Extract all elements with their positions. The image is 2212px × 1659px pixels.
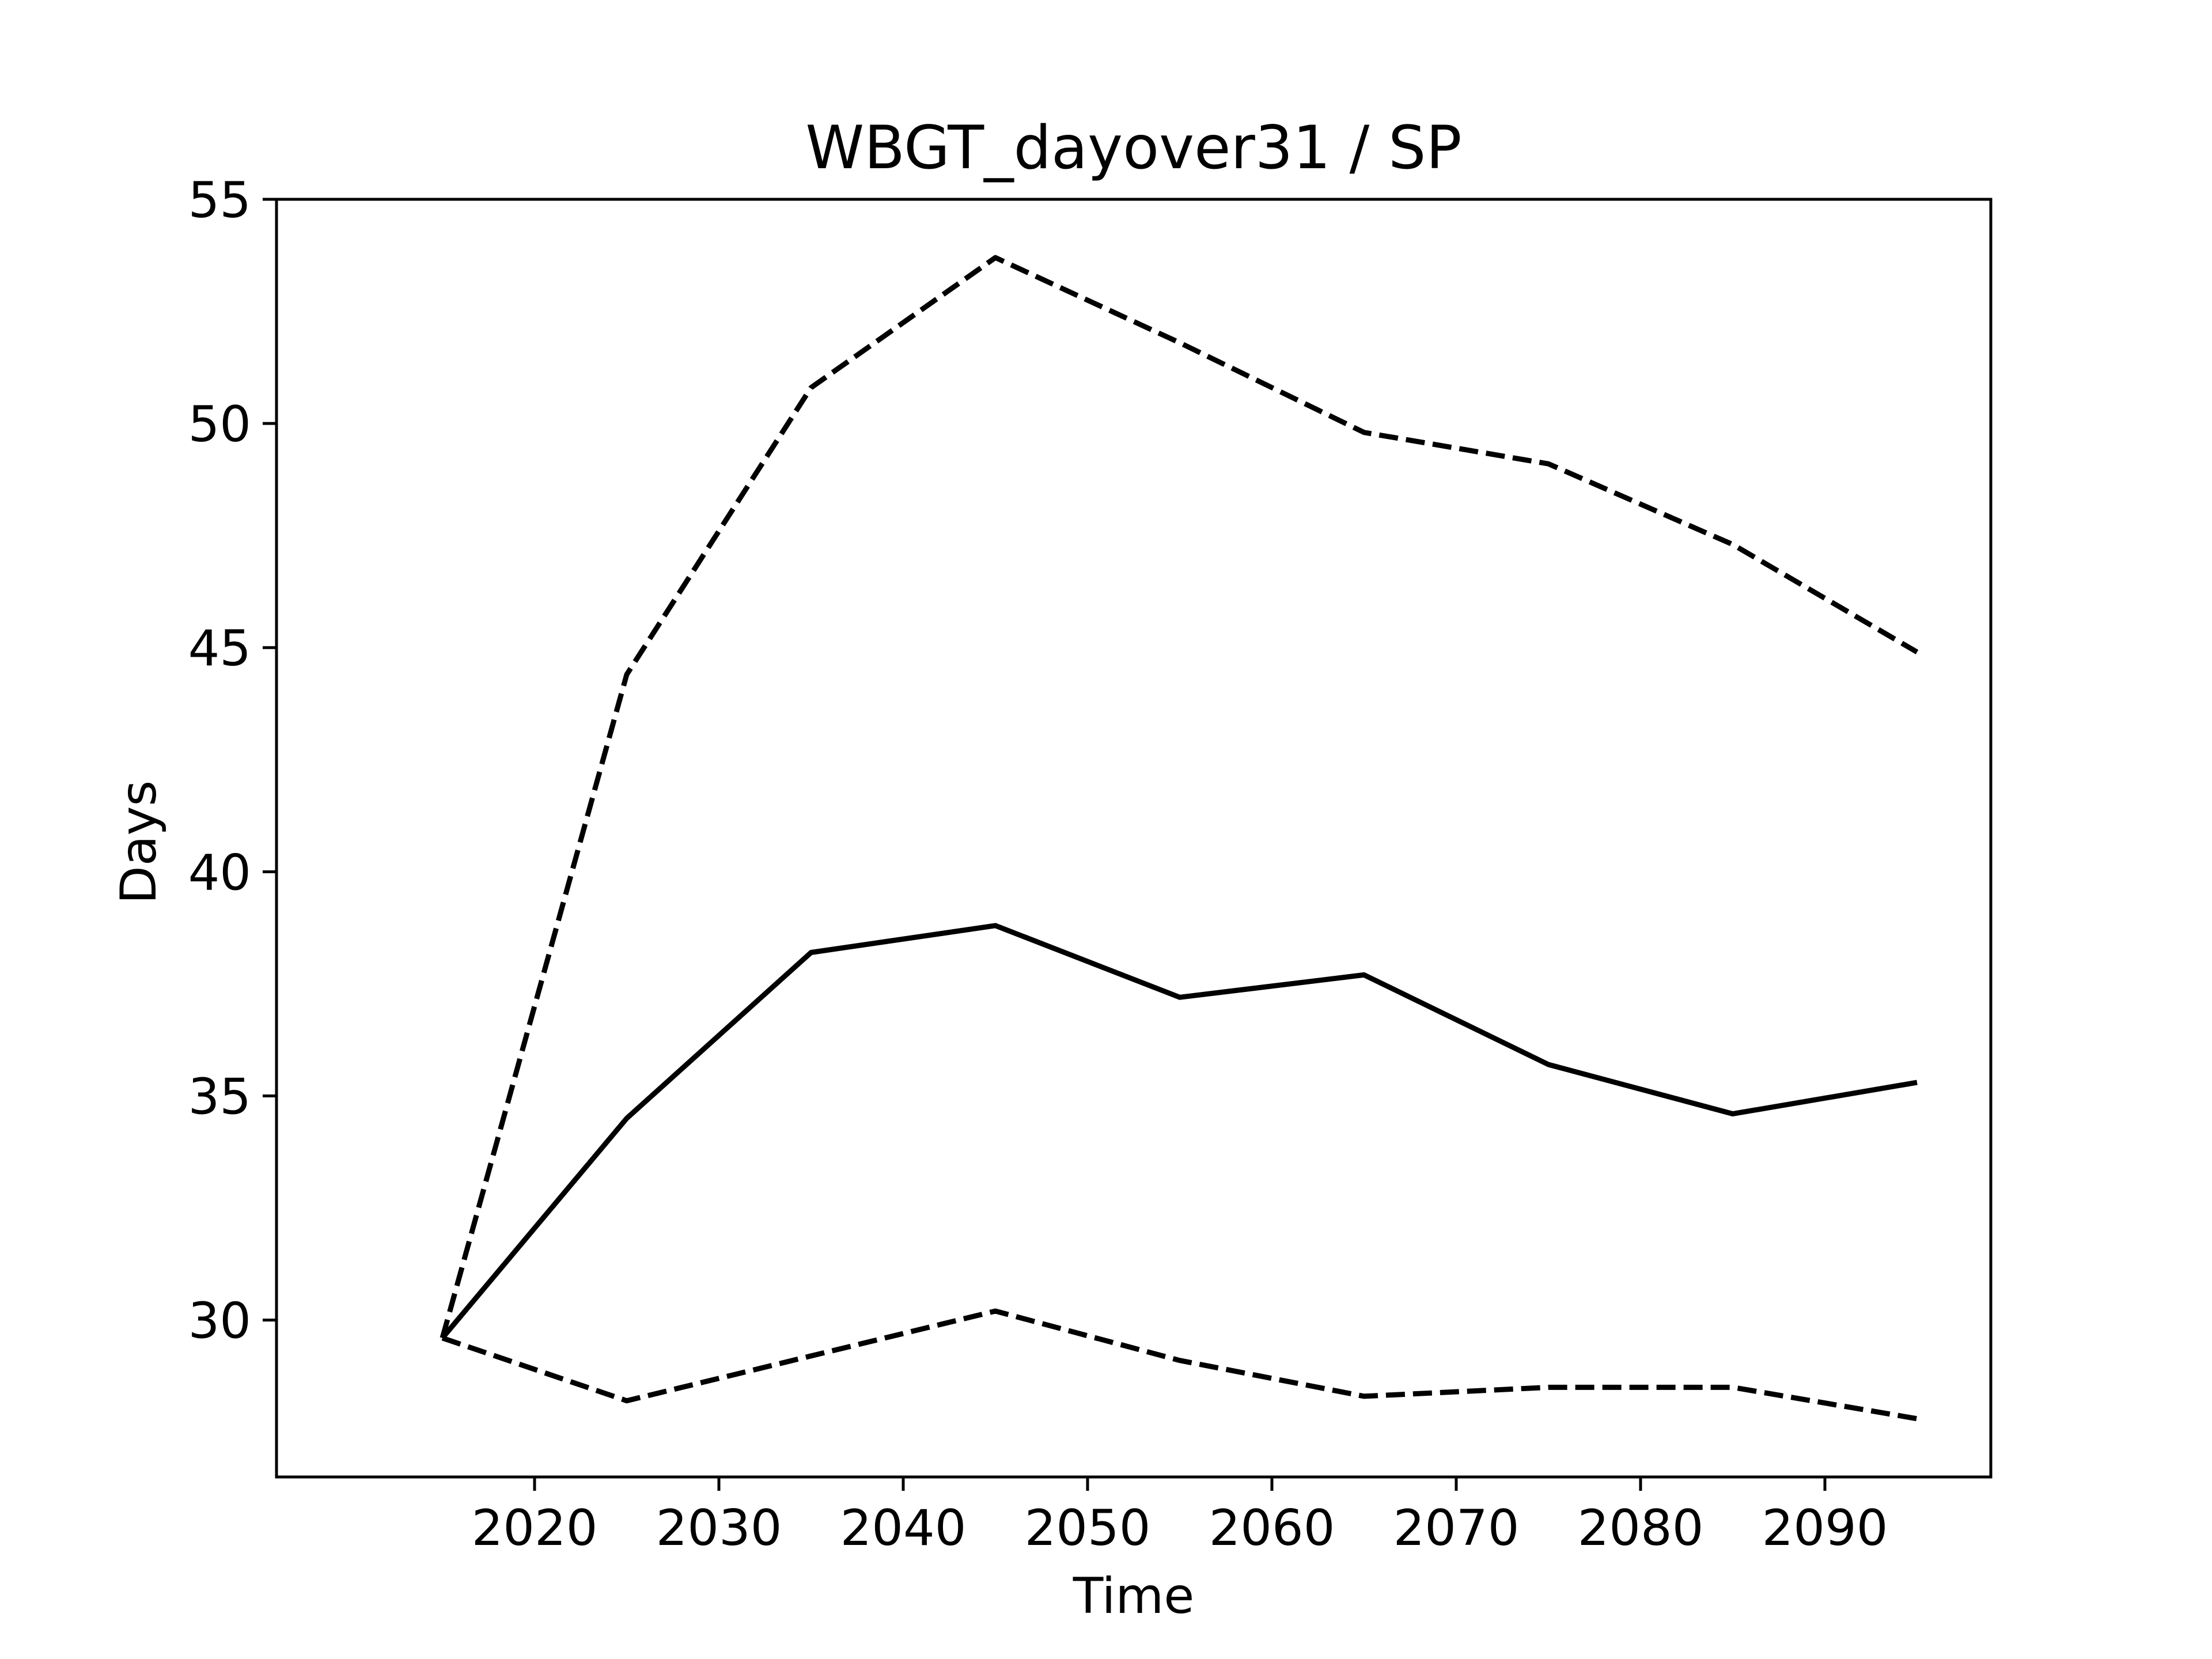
- series-line-3-dashed: [441, 1308, 1918, 1422]
- series-layer: [440, 255, 1919, 1422]
- x-tick-label: 2050: [1025, 1499, 1151, 1557]
- x-tick-label: 2030: [656, 1499, 782, 1557]
- x-tick-label: 2070: [1393, 1499, 1520, 1557]
- x-tick-label: 2090: [1762, 1499, 1888, 1557]
- y-tick-label: 50: [188, 396, 251, 453]
- plot-area-frame: [275, 198, 1993, 1479]
- y-tick-label: 40: [188, 844, 251, 902]
- x-tick-label: 2040: [840, 1499, 967, 1557]
- x-axis: 2020 2030 2040 2050 2060 2070 2080 2090: [472, 1477, 1888, 1557]
- x-tick-label: 2020: [472, 1499, 598, 1557]
- x-axis-title: Time: [1073, 1567, 1194, 1625]
- y-tick-label: 35: [188, 1068, 251, 1126]
- y-tick-label: 55: [188, 172, 251, 229]
- y-tick-label: 30: [188, 1293, 251, 1350]
- chart-title: WBGT_dayover31 / SP: [805, 113, 1461, 183]
- x-tick-label: 2060: [1209, 1499, 1335, 1557]
- series-line-2-solid: [440, 923, 1918, 1340]
- series-line-1-dashed: [440, 255, 1919, 1339]
- y-tick-label: 45: [188, 620, 251, 677]
- y-axis: 30 35 40 45 50 55: [188, 172, 276, 1350]
- x-tick-label: 2080: [1578, 1499, 1704, 1557]
- y-axis-title: Days: [110, 781, 168, 904]
